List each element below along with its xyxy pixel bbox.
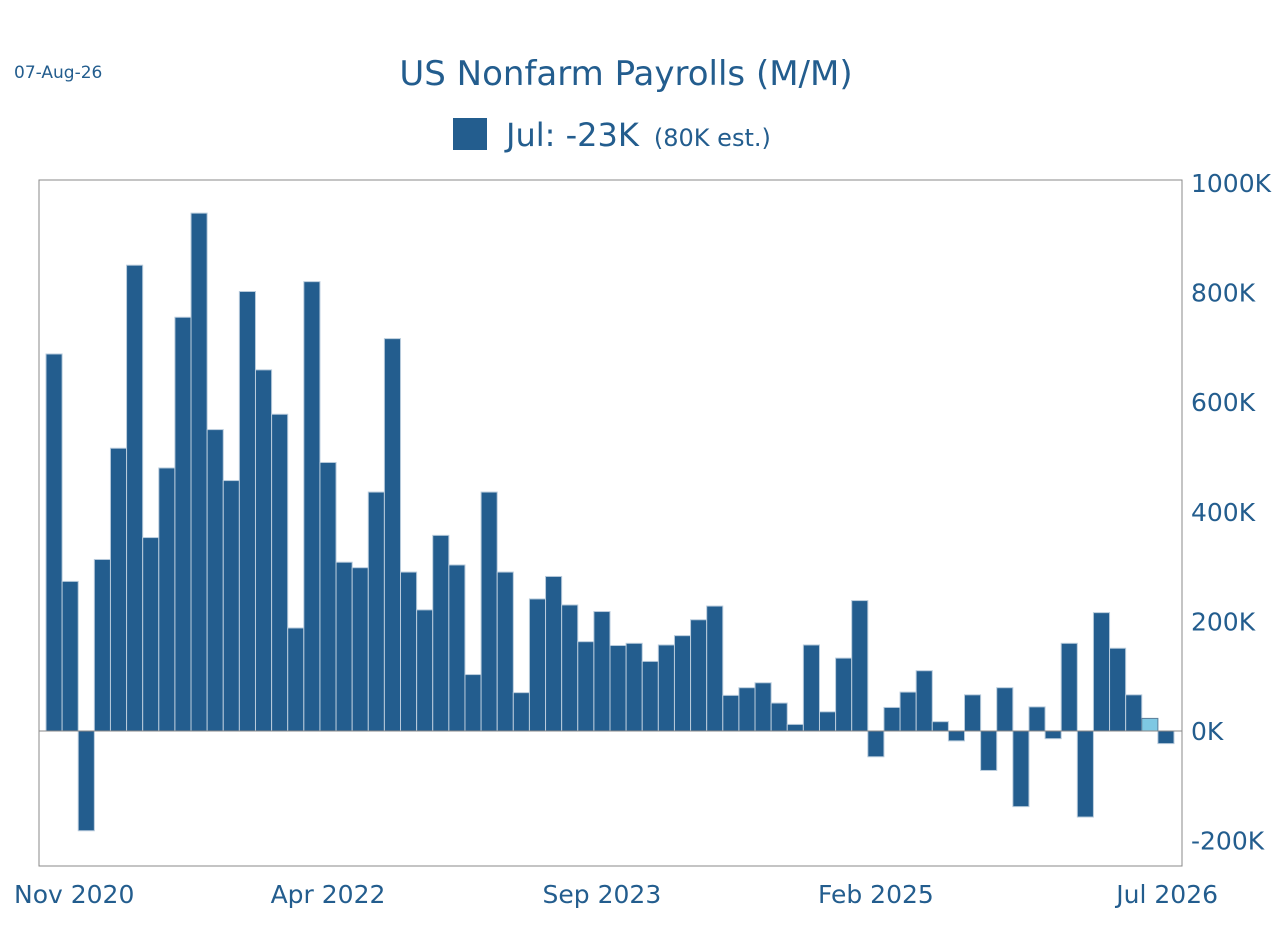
bar	[222, 480, 240, 732]
bar	[931, 721, 949, 732]
bar	[673, 635, 692, 732]
y-axis: 1000K 800K 600K 400K 200K 0K -200K	[1191, 169, 1272, 856]
bar	[287, 627, 305, 732]
legend-swatch	[453, 118, 487, 150]
legend-estimate: (80K est.)	[654, 124, 771, 152]
x-tick-label: Feb 2025	[818, 880, 934, 909]
bar	[319, 461, 337, 732]
bar	[93, 558, 111, 732]
bar	[593, 611, 611, 732]
x-axis: Nov 2020 Apr 2022 Sep 2023 Feb 2025 Jul 2026	[14, 880, 1218, 909]
date-stamp: 07-Aug-26	[14, 63, 102, 83]
bar	[947, 730, 966, 742]
y-tick-label: 400K	[1191, 498, 1256, 527]
bar	[1028, 706, 1046, 732]
bar	[802, 644, 820, 732]
bar	[964, 694, 982, 732]
bar	[867, 730, 885, 758]
bar-latest	[1141, 717, 1159, 732]
bar	[45, 353, 63, 732]
bar	[383, 338, 402, 732]
bar	[835, 657, 853, 732]
bar	[1044, 730, 1062, 740]
bar	[142, 537, 160, 732]
bar	[657, 644, 675, 732]
bar	[883, 706, 901, 732]
bar	[367, 491, 385, 732]
bar	[190, 212, 208, 732]
bar	[335, 561, 353, 732]
bar	[1092, 612, 1111, 732]
bar	[416, 609, 434, 732]
bar	[528, 598, 547, 732]
bar	[1157, 730, 1175, 745]
bar	[174, 316, 192, 732]
bar	[1060, 642, 1078, 732]
bar	[126, 264, 144, 732]
bar	[996, 687, 1014, 732]
bar	[706, 605, 724, 732]
bar	[400, 571, 418, 732]
bar	[609, 645, 627, 732]
bar	[1109, 647, 1127, 732]
bar	[303, 281, 321, 732]
y-tick-label: 800K	[1191, 279, 1256, 308]
bar	[448, 564, 466, 732]
bar	[351, 567, 369, 732]
bar	[561, 604, 579, 732]
y-tick-label: 0K	[1191, 717, 1224, 746]
bar	[915, 670, 933, 732]
bar	[61, 580, 79, 732]
legend-label: Jul: -23K	[504, 116, 640, 154]
bar	[770, 702, 788, 732]
plot-frame	[38, 179, 1183, 867]
x-tick-label: Sep 2023	[543, 880, 662, 909]
bar	[432, 534, 450, 732]
y-tick-label: 600K	[1191, 388, 1256, 417]
bar	[625, 642, 643, 732]
bar	[1012, 730, 1030, 808]
bar	[206, 429, 224, 732]
x-tick-label: Apr 2022	[271, 880, 386, 909]
bar	[980, 730, 998, 771]
bar	[786, 723, 804, 732]
x-tick-label: Nov 2020	[14, 880, 134, 909]
bar	[496, 571, 514, 732]
bar	[158, 467, 176, 732]
bar	[1125, 694, 1143, 732]
bar	[577, 641, 595, 732]
bar	[109, 447, 128, 732]
bar	[690, 619, 708, 732]
y-tick-label: 200K	[1191, 607, 1256, 636]
bar	[480, 491, 498, 732]
bar	[271, 413, 289, 732]
bar	[254, 369, 273, 732]
bar	[1076, 730, 1094, 818]
legend-text: Jul: -23K (80K est.)	[504, 116, 771, 154]
x-tick-label: Jul 2026	[1114, 880, 1218, 909]
bar	[899, 691, 917, 732]
bar	[238, 291, 256, 732]
bar	[722, 694, 740, 732]
bar	[754, 682, 772, 732]
y-tick-label: -200K	[1191, 827, 1265, 856]
bar	[851, 600, 869, 732]
bar	[512, 692, 530, 732]
y-tick-label: 1000K	[1191, 169, 1272, 198]
legend: Jul: -23K (80K est.)	[453, 116, 771, 154]
bar	[77, 730, 95, 832]
bar	[545, 575, 563, 732]
chart-title: US Nonfarm Payrolls (M/M)	[399, 54, 852, 94]
bar	[464, 674, 482, 732]
bar	[818, 711, 837, 732]
bars-group	[45, 212, 1175, 832]
bar	[641, 660, 659, 732]
bar	[738, 687, 756, 732]
